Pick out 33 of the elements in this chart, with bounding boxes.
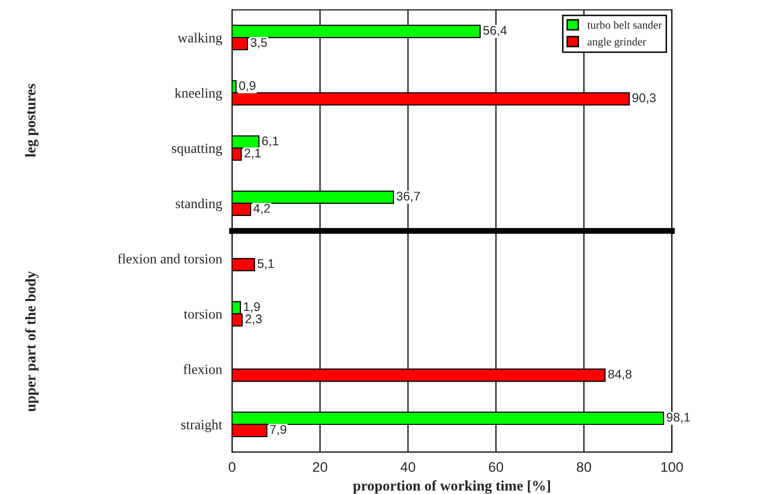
legend-label: turbo belt sander: [587, 20, 662, 29]
y-tick-label: standing: [176, 198, 222, 212]
data-label: 4,2: [253, 204, 270, 214]
y-axis-title: upper part of the body: [25, 271, 39, 412]
data-label: 90,3: [632, 93, 656, 104]
y-tick-label: squatting: [172, 144, 222, 156]
data-label: 6,1: [262, 136, 278, 147]
data-label: 56,4: [483, 26, 507, 36]
y-tick-label: straight: [181, 420, 222, 432]
data-label: 3,5: [250, 38, 267, 48]
x-tick-label: 60: [488, 462, 504, 472]
y-tick-label: flexion: [183, 364, 222, 374]
legend-label: angle grinder: [588, 38, 646, 48]
y-tick-label: kneeling: [174, 88, 222, 101]
data-label: 5,1: [258, 259, 274, 270]
data-label: 2,1: [244, 148, 261, 159]
y-tick-label: walking: [178, 32, 222, 46]
data-label: 7,9: [270, 424, 286, 436]
y-tick-label: flexion and torsion: [118, 254, 222, 264]
data-label: 98,1: [666, 412, 690, 424]
data-label: 2,3: [245, 314, 262, 325]
data-label: 84,8: [608, 370, 632, 380]
y-axis-title: leg postures: [25, 84, 39, 158]
x-axis-title: proportion of working time [%]: [353, 480, 550, 494]
x-tick-label: 100: [661, 462, 683, 472]
x-tick-label: 80: [576, 462, 592, 472]
x-tick-label: 40: [400, 462, 416, 472]
data-label: 36,7: [396, 192, 420, 202]
x-tick-label: 0: [228, 462, 236, 472]
data-label: 1,9: [244, 302, 260, 313]
data-label: 0,9: [239, 81, 256, 92]
y-tick-label: torsion: [184, 309, 222, 319]
x-tick-label: 20: [313, 462, 328, 472]
